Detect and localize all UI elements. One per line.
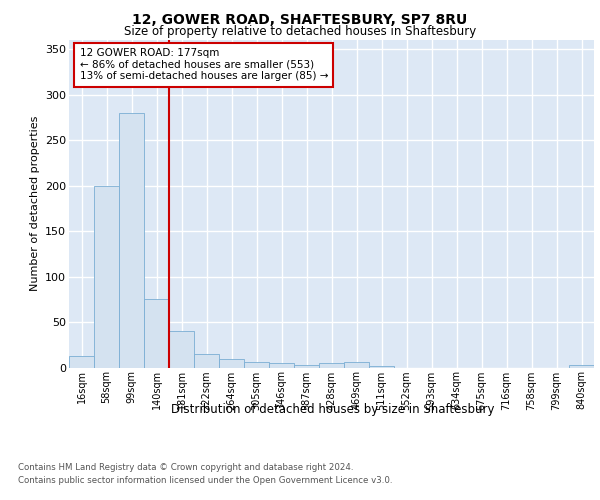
- Bar: [369, 366, 394, 368]
- Bar: [244, 362, 269, 368]
- Text: Size of property relative to detached houses in Shaftesbury: Size of property relative to detached ho…: [124, 25, 476, 38]
- Text: Distribution of detached houses by size in Shaftesbury: Distribution of detached houses by size …: [171, 402, 495, 415]
- Bar: [219, 360, 244, 368]
- Bar: [169, 331, 194, 368]
- Text: 12, GOWER ROAD, SHAFTESBURY, SP7 8RU: 12, GOWER ROAD, SHAFTESBURY, SP7 8RU: [133, 12, 467, 26]
- Bar: [319, 363, 344, 368]
- Y-axis label: Number of detached properties: Number of detached properties: [29, 116, 40, 292]
- Bar: [569, 365, 594, 368]
- Text: Contains public sector information licensed under the Open Government Licence v3: Contains public sector information licen…: [18, 476, 392, 485]
- Bar: [119, 113, 144, 368]
- Bar: [269, 363, 294, 368]
- Bar: [194, 354, 219, 368]
- Bar: [344, 362, 369, 368]
- Text: 12 GOWER ROAD: 177sqm
← 86% of detached houses are smaller (553)
13% of semi-det: 12 GOWER ROAD: 177sqm ← 86% of detached …: [79, 48, 328, 82]
- Bar: [294, 365, 319, 368]
- Text: Contains HM Land Registry data © Crown copyright and database right 2024.: Contains HM Land Registry data © Crown c…: [18, 462, 353, 471]
- Bar: [69, 356, 94, 368]
- Bar: [94, 186, 119, 368]
- Bar: [144, 300, 169, 368]
